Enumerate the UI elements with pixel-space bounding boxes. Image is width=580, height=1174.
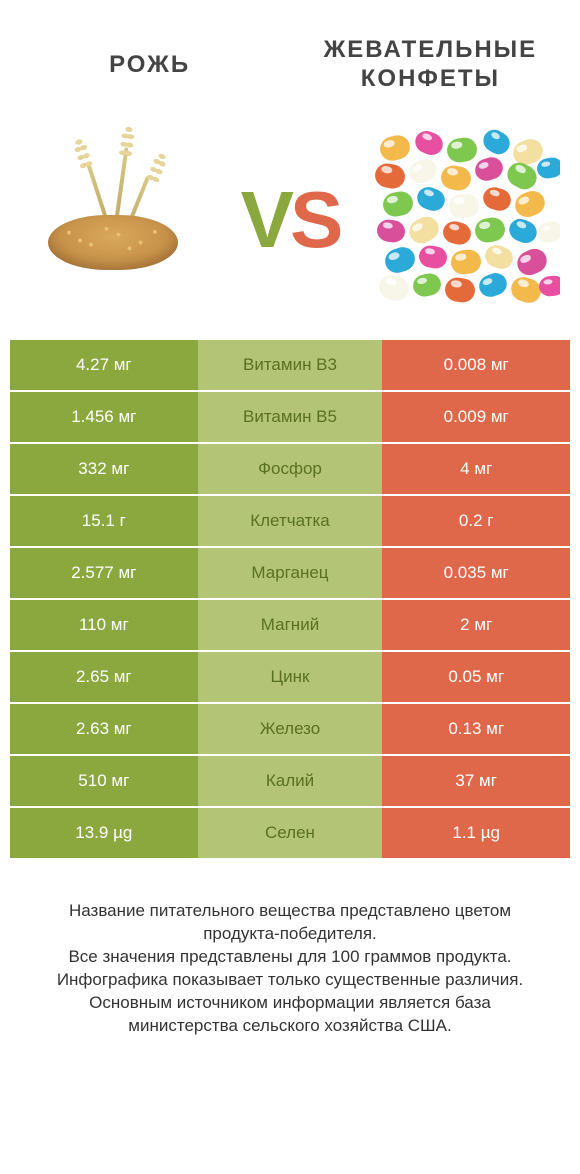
table-row: 110 мгМагний2 мг bbox=[10, 600, 570, 652]
footnote: Название питательного вещества представл… bbox=[10, 860, 570, 1038]
images-row: VS bbox=[10, 110, 570, 340]
value-right: 2 мг bbox=[382, 600, 570, 650]
nutrient-label: Марганец bbox=[198, 548, 383, 598]
value-left: 510 мг bbox=[10, 756, 198, 806]
table-row: 332 мгФосфор4 мг bbox=[10, 444, 570, 496]
rye-illustration bbox=[28, 160, 198, 280]
value-left: 110 мг bbox=[10, 600, 198, 650]
nutrient-label: Селен bbox=[198, 808, 383, 858]
nutrient-label: Магний bbox=[198, 600, 383, 650]
value-left: 1.456 мг bbox=[10, 392, 198, 442]
comparison-table: 4.27 мгВитамин B30.008 мг1.456 мгВитамин… bbox=[10, 340, 570, 860]
nutrient-label: Витамин B3 bbox=[198, 340, 383, 390]
nutrient-label: Клетчатка bbox=[198, 496, 383, 546]
footnote-line: Все значения представлены для 100 граммо… bbox=[40, 946, 540, 969]
table-row: 2.577 мгМарганец0.035 мг bbox=[10, 548, 570, 600]
value-right: 4 мг bbox=[382, 444, 570, 494]
value-left: 13.9 µg bbox=[10, 808, 198, 858]
value-right: 0.008 мг bbox=[382, 340, 570, 390]
title-left: РОЖЬ bbox=[20, 51, 279, 80]
image-right bbox=[375, 128, 560, 313]
value-right: 0.009 мг bbox=[382, 392, 570, 442]
nutrient-label: Витамин B5 bbox=[198, 392, 383, 442]
vs-s: S bbox=[290, 175, 339, 264]
value-left: 2.63 мг bbox=[10, 704, 198, 754]
table-row: 510 мгКалий37 мг bbox=[10, 756, 570, 808]
table-row: 13.9 µgСелен1.1 µg bbox=[10, 808, 570, 860]
value-right: 0.035 мг bbox=[382, 548, 570, 598]
nutrient-label: Железо bbox=[198, 704, 383, 754]
value-left: 4.27 мг bbox=[10, 340, 198, 390]
footnote-line: Название питательного вещества представл… bbox=[40, 900, 540, 946]
nutrient-label: Фосфор bbox=[198, 444, 383, 494]
value-left: 2.577 мг bbox=[10, 548, 198, 598]
value-right: 0.13 мг bbox=[382, 704, 570, 754]
value-right: 0.2 г bbox=[382, 496, 570, 546]
footnote-line: Инфографика показывает только существенн… bbox=[40, 969, 540, 992]
value-left: 332 мг bbox=[10, 444, 198, 494]
titles-row: РОЖЬ ЖЕВАТЕЛЬНЫЕ КОНФЕТЫ bbox=[10, 20, 570, 110]
value-right: 1.1 µg bbox=[382, 808, 570, 858]
footnote-line: Основным источником информации является … bbox=[40, 992, 540, 1038]
table-row: 2.65 мгЦинк0.05 мг bbox=[10, 652, 570, 704]
image-left bbox=[20, 128, 205, 313]
vs-label: VS bbox=[241, 180, 340, 260]
value-right: 0.05 мг bbox=[382, 652, 570, 702]
title-right: ЖЕВАТЕЛЬНЫЕ КОНФЕТЫ bbox=[301, 36, 560, 94]
value-left: 2.65 мг bbox=[10, 652, 198, 702]
value-left: 15.1 г bbox=[10, 496, 198, 546]
nutrient-label: Цинк bbox=[198, 652, 383, 702]
table-row: 2.63 мгЖелезо0.13 мг bbox=[10, 704, 570, 756]
candy-illustration bbox=[375, 128, 560, 313]
table-row: 15.1 гКлетчатка0.2 г bbox=[10, 496, 570, 548]
value-right: 37 мг bbox=[382, 756, 570, 806]
table-row: 4.27 мгВитамин B30.008 мг bbox=[10, 340, 570, 392]
table-row: 1.456 мгВитамин B50.009 мг bbox=[10, 392, 570, 444]
nutrient-label: Калий bbox=[198, 756, 383, 806]
vs-v: V bbox=[241, 175, 290, 264]
